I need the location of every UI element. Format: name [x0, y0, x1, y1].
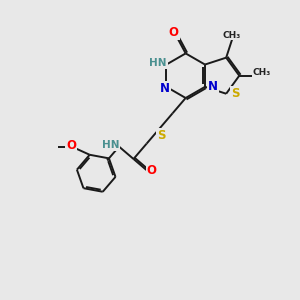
Text: HN: HN	[102, 140, 119, 150]
Text: S: S	[231, 87, 240, 100]
Text: O: O	[169, 26, 179, 39]
Text: CH₃: CH₃	[223, 31, 241, 40]
Text: HN: HN	[149, 58, 167, 68]
Text: O: O	[147, 164, 157, 177]
Text: S: S	[157, 128, 165, 142]
Text: O: O	[66, 140, 76, 152]
Text: CH₃: CH₃	[253, 68, 271, 76]
Text: N: N	[208, 80, 218, 93]
Text: N: N	[160, 82, 170, 95]
